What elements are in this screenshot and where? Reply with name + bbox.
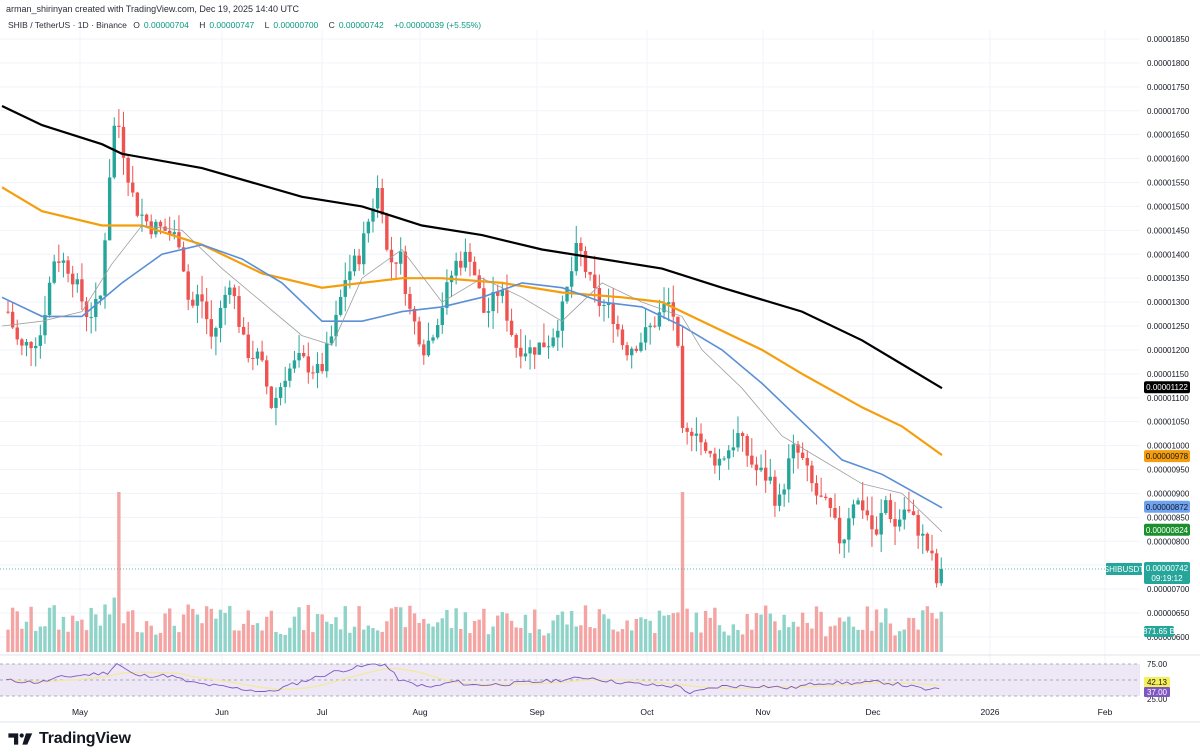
svg-text:75.00: 75.00 (1147, 660, 1168, 669)
ma-value-badge (1144, 381, 1190, 394)
close-label: C (328, 20, 335, 30)
low-value: 0.00000700 (273, 20, 319, 30)
time-axis[interactable]: May Jun Jul Aug Sep Oct Nov Dec 2026 Feb (0, 707, 1200, 723)
price-tick: 0.00001550 (1147, 179, 1190, 188)
price-tick: 0.00000600 (1147, 633, 1190, 642)
price-tick: 0.00001800 (1147, 59, 1190, 68)
time-tick: Jun (215, 707, 229, 717)
price-tick: 0.00001850 (1147, 35, 1190, 44)
price-tick: 0.00001450 (1147, 226, 1190, 235)
price-tick: 0.00000700 (1147, 585, 1190, 594)
rsi-value-badge (1144, 687, 1170, 697)
price-tick: 0.00001700 (1147, 107, 1190, 116)
tradingview-logo-icon (8, 733, 33, 745)
price-tick: 0.00001500 (1147, 202, 1190, 211)
volume-badge (1144, 626, 1174, 637)
volume-bars (6, 492, 943, 652)
time-tick: 2026 (981, 707, 1000, 717)
open-label: O (133, 20, 140, 30)
price-tick: 0.00001000 (1147, 442, 1190, 451)
price-tick: 0.00001050 (1147, 418, 1190, 427)
price-tick: 0.00001250 (1147, 322, 1190, 331)
high-value: 0.00000747 (209, 20, 255, 30)
price-tick: 0.00000950 (1147, 466, 1190, 475)
grid-lines (0, 30, 1140, 700)
price-tick: 0.00001600 (1147, 155, 1190, 164)
ma-value-badge (1144, 500, 1190, 513)
price-tick: 0.00001300 (1147, 298, 1190, 307)
time-tick: Nov (755, 707, 771, 717)
ma200-line (1, 105, 943, 390)
svg-text:0.00000978: 0.00000978 (1146, 452, 1189, 461)
svg-text:42.13: 42.13 (1147, 678, 1168, 687)
svg-text:0.00000742: 0.00000742 (1146, 564, 1189, 573)
time-tick: Jul (317, 707, 328, 717)
ma20-line (1, 225, 943, 532)
time-tick: May (72, 707, 89, 717)
chart-credit: arman_shirinyan created with TradingView… (6, 4, 299, 14)
time-tick: Aug (412, 707, 427, 717)
moving-averages (1, 105, 943, 532)
symbol-title[interactable]: SHIB / TetherUS · 1D · Binance (8, 20, 127, 30)
svg-text:871.65 B: 871.65 B (1143, 627, 1175, 636)
svg-text:SHIBUSDT: SHIBUSDT (1104, 565, 1145, 574)
ma50-line (1, 243, 943, 509)
time-tick: Feb (1098, 707, 1113, 717)
price-tick: 0.00000900 (1147, 489, 1190, 498)
close-value: 0.00000742 (338, 20, 384, 30)
ma-value-badge (1144, 450, 1190, 463)
price-tick: 0.00001350 (1147, 274, 1190, 283)
last-price-badge (1144, 561, 1190, 584)
tradingview-logo-text: TradingView (39, 730, 131, 747)
rsi-ma-badge (1144, 677, 1170, 687)
open-value: 0.00000704 (143, 20, 189, 30)
svg-text:0.00000824: 0.00000824 (1146, 526, 1189, 535)
price-tick: 0.00001150 (1147, 370, 1189, 379)
price-tick: 0.00000850 (1147, 513, 1190, 522)
high-label: H (199, 20, 206, 30)
svg-text:0.00001122: 0.00001122 (1146, 383, 1188, 392)
svg-text:09:19:12: 09:19:12 (1151, 574, 1183, 583)
symbol-badge (1106, 562, 1142, 575)
time-tick: Sep (529, 707, 544, 717)
low-label: L (264, 20, 270, 30)
svg-text:0.00000872: 0.00000872 (1146, 503, 1189, 512)
change-value: +0.00000039 (+5.55%) (394, 20, 482, 30)
price-tick: 0.00001650 (1147, 131, 1190, 140)
price-axis[interactable]: 0.00001850 0.00001800 0.00001750 0.00001700… (1104, 35, 1190, 642)
price-tick: 0.00000800 (1147, 537, 1190, 546)
price-tick: 0.00001100 (1147, 394, 1189, 403)
rsi-line (5, 663, 940, 695)
price-tick: 0.00001750 (1147, 83, 1190, 92)
ma100-line (1, 186, 943, 456)
price-tick: 0.00001400 (1147, 250, 1190, 259)
tradingview-logo[interactable]: TradingView (8, 730, 131, 748)
candlesticks (6, 109, 943, 588)
time-tick: Dec (865, 707, 881, 717)
svg-text:25.00: 25.00 (1147, 695, 1168, 704)
price-tick: 0.00000650 (1147, 609, 1190, 618)
svg-text:37.00: 37.00 (1147, 688, 1168, 697)
ohlc-legend: SHIB / TetherUS · 1D · Binance O 0.000007… (8, 20, 485, 30)
price-tick: 0.00001200 (1147, 346, 1190, 355)
time-tick: Oct (640, 707, 654, 717)
ma-value-badge (1144, 523, 1190, 536)
